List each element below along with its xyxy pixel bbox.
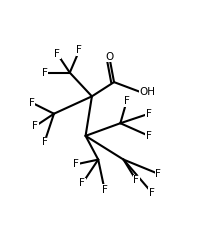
Text: F: F [29, 98, 35, 108]
Text: F: F [42, 68, 47, 78]
Text: F: F [146, 131, 152, 141]
Text: F: F [80, 178, 85, 188]
Text: F: F [149, 188, 155, 198]
Text: OH: OH [139, 87, 155, 97]
Text: F: F [155, 169, 161, 179]
Text: F: F [73, 159, 79, 169]
Text: F: F [54, 49, 60, 59]
Text: F: F [76, 45, 82, 55]
Text: F: F [102, 185, 108, 195]
Text: F: F [42, 137, 47, 147]
Text: F: F [124, 96, 130, 106]
Text: F: F [133, 175, 139, 185]
Text: F: F [32, 121, 38, 131]
Text: F: F [146, 109, 152, 119]
Text: O: O [105, 52, 113, 62]
